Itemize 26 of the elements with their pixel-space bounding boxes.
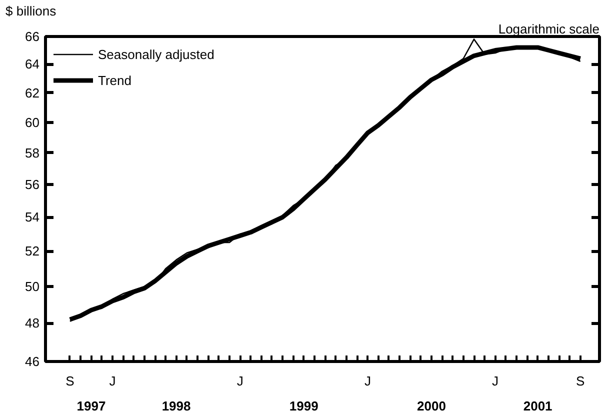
x-tick-label: J xyxy=(109,374,116,388)
text: 1999 xyxy=(289,398,318,413)
y-tick-label: 52 xyxy=(25,244,40,259)
y-tick-label: 50 xyxy=(25,278,40,294)
legend-label: Trend xyxy=(98,72,132,88)
y-tick-label: 62 xyxy=(25,85,40,100)
y-tick-label: 64 xyxy=(25,56,40,72)
y-tick-label: 66 xyxy=(25,29,40,44)
y-tick-label: 46 xyxy=(25,354,40,369)
y-tick-label: 48 xyxy=(25,316,40,331)
x-tick-label: S xyxy=(576,374,586,388)
text: Logarithmic scale xyxy=(498,22,600,36)
legend-label: Seasonally adjusted xyxy=(98,46,214,62)
text: 1997 xyxy=(76,398,106,413)
x-tick-label: J xyxy=(236,374,244,388)
text: 2000 xyxy=(417,398,446,413)
x-tick-label: J xyxy=(492,374,499,388)
x-tick-label: J xyxy=(364,374,371,388)
y-tick-label: 56 xyxy=(25,176,40,192)
y-tick-label: 54 xyxy=(25,210,40,225)
text: 2001 xyxy=(523,398,552,413)
y-axis-title: $ billions xyxy=(6,4,57,18)
y-tick-label: 60 xyxy=(25,114,40,130)
y-tick-label: 58 xyxy=(25,145,40,160)
x-tick-label: S xyxy=(66,374,75,388)
text: 1998 xyxy=(162,398,191,413)
